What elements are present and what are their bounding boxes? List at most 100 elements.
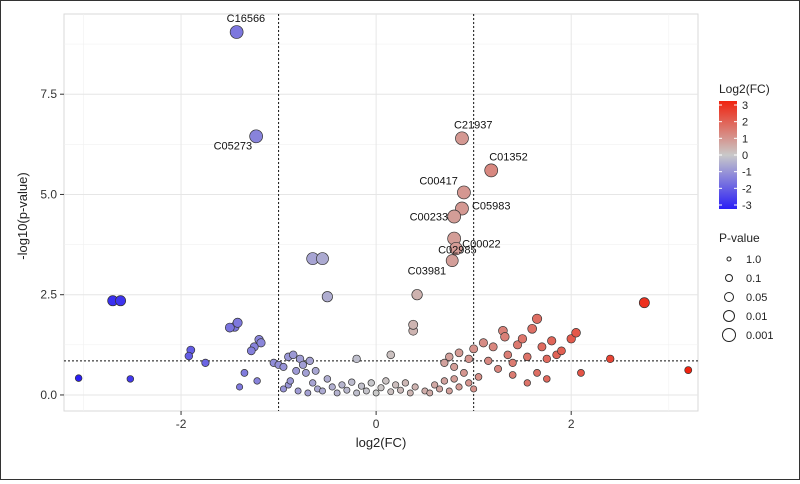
- x-axis-title: log2(FC): [356, 435, 407, 450]
- data-point: [298, 360, 307, 369]
- point-label: C21937: [454, 119, 493, 131]
- data-point: [115, 295, 127, 307]
- data-point: [309, 379, 317, 387]
- data-point: [372, 389, 380, 397]
- y-tick-label: 5.0: [40, 187, 57, 201]
- size-legend-label: 1.0: [746, 254, 761, 266]
- data-point: [249, 129, 264, 144]
- data-point: [478, 338, 488, 348]
- size-legend-key: [725, 274, 733, 282]
- colorbar-tick-label: -2: [742, 183, 752, 195]
- threshold-lines: [64, 14, 698, 411]
- data-point: [543, 375, 551, 383]
- data-point: [377, 384, 385, 392]
- data-point: [316, 252, 329, 266]
- data-point: [74, 374, 83, 382]
- data-point: [392, 381, 400, 389]
- colorbar: [719, 101, 737, 209]
- data-point: [450, 362, 459, 371]
- data-point: [484, 163, 499, 178]
- point-labels: C16566 C05273 C21937 C01352 C00417 C05983 C002…: [214, 13, 528, 278]
- data-point: [362, 387, 370, 395]
- point-label: C05983: [472, 200, 511, 212]
- data-point: [386, 350, 396, 360]
- data-point: [224, 322, 235, 333]
- y-tick-label: 2.5: [40, 288, 57, 302]
- data-point: [449, 241, 463, 256]
- data-point: [352, 354, 361, 364]
- colorbar-tick-label: 0: [742, 150, 748, 162]
- data-point: [229, 25, 244, 39]
- data-point: [343, 386, 351, 394]
- data-point: [474, 373, 483, 381]
- point-label: C00233: [410, 212, 449, 224]
- colorbar-tick-label: 2: [742, 117, 748, 129]
- data-point: [557, 346, 566, 356]
- y-tick-label: 7.5: [40, 87, 57, 101]
- data-point: [455, 131, 469, 146]
- y-axis-title: -log10(p-value): [15, 172, 30, 259]
- axes: -2 0 2 0.0 2.5 5.0 7.5: [40, 87, 575, 431]
- data-point: [319, 387, 326, 395]
- colorbar-tick-label: -3: [742, 200, 752, 212]
- data-point: [321, 291, 333, 303]
- size-legend-key: [726, 256, 732, 262]
- data-point: [494, 364, 502, 373]
- data-point: [246, 346, 256, 356]
- data-point: [292, 367, 301, 375]
- data-point: [286, 377, 294, 385]
- size-legend-label: 0.01: [746, 311, 767, 323]
- colorbar-tick-label: 1: [742, 133, 748, 145]
- data-point: [236, 383, 244, 391]
- data-point: [426, 389, 434, 397]
- data-point: [500, 332, 510, 342]
- data-point: [338, 381, 346, 389]
- data-point: [431, 381, 439, 389]
- data-point: [240, 369, 249, 377]
- data-point: [401, 379, 410, 387]
- data-point: [454, 348, 464, 358]
- data-point: [406, 389, 414, 397]
- data-point: [447, 209, 462, 224]
- x-tick-label: -2: [176, 417, 187, 431]
- data-point: [571, 328, 581, 338]
- data-point: [304, 389, 312, 397]
- data-point: [577, 369, 585, 377]
- data-point: [411, 383, 419, 391]
- size-legend-label: 0.1: [746, 273, 761, 285]
- data-point: [460, 369, 468, 377]
- data-point: [523, 352, 532, 362]
- data-point: [445, 352, 454, 362]
- x-tick-label: 2: [568, 417, 575, 431]
- grid: [63, 13, 699, 412]
- data-point: [305, 356, 314, 365]
- point-label: C02985: [438, 245, 477, 257]
- size-legend-key: [723, 310, 735, 322]
- data-point: [256, 338, 266, 348]
- colorbar-title: Log2(FC): [719, 82, 770, 96]
- data-point: [440, 358, 449, 367]
- size-legend-title: P-value: [719, 231, 760, 245]
- data-point: [537, 342, 547, 352]
- data-point: [464, 354, 473, 364]
- data-point: [348, 378, 356, 386]
- data-point: [455, 383, 463, 391]
- data-point: [445, 254, 459, 267]
- data-point: [503, 350, 513, 360]
- data-point: [201, 358, 210, 367]
- plot-panel: [63, 13, 699, 412]
- data-point: [294, 387, 302, 395]
- data-point: [547, 336, 557, 346]
- data-point: [566, 334, 576, 344]
- data-point: [450, 375, 458, 383]
- data-point: [411, 289, 423, 301]
- data-point: [382, 377, 390, 385]
- data-point: [517, 334, 528, 344]
- data-point: [253, 377, 261, 385]
- data-point: [126, 375, 135, 383]
- data-point: [302, 369, 310, 377]
- size-legend-key: [724, 292, 734, 302]
- data-point: [465, 379, 473, 387]
- y-tick-label: 0.0: [40, 388, 57, 402]
